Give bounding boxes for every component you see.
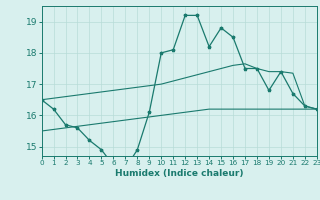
X-axis label: Humidex (Indice chaleur): Humidex (Indice chaleur) [115, 169, 244, 178]
